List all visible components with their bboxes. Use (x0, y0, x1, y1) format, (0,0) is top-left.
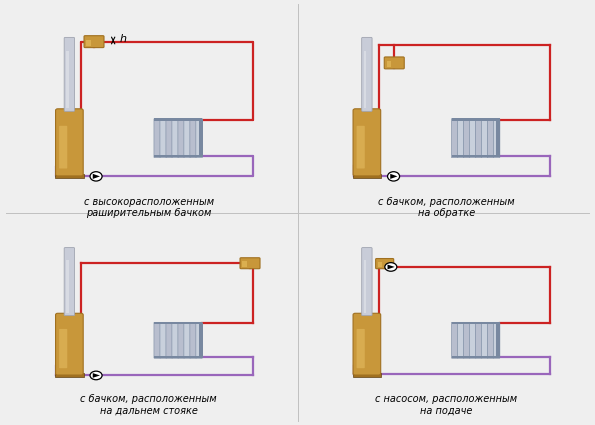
FancyBboxPatch shape (487, 119, 494, 158)
FancyBboxPatch shape (458, 322, 464, 358)
FancyBboxPatch shape (384, 57, 404, 69)
FancyBboxPatch shape (375, 258, 394, 269)
Bar (55, 174, 84, 178)
Bar (352, 174, 381, 178)
FancyBboxPatch shape (493, 322, 500, 358)
Bar (452, 118, 500, 121)
FancyBboxPatch shape (166, 322, 173, 358)
Bar (154, 356, 202, 358)
FancyBboxPatch shape (469, 322, 476, 358)
Circle shape (90, 371, 102, 380)
FancyBboxPatch shape (481, 119, 488, 158)
Bar (199, 119, 203, 157)
FancyBboxPatch shape (475, 119, 482, 158)
FancyBboxPatch shape (464, 119, 470, 158)
FancyBboxPatch shape (55, 109, 83, 176)
FancyBboxPatch shape (154, 322, 161, 358)
Text: с высокорасположенным
раширительным бачком: с высокорасположенным раширительным бачк… (84, 196, 214, 218)
FancyBboxPatch shape (196, 119, 202, 158)
Bar (243, 261, 247, 267)
Text: h: h (120, 34, 127, 44)
Bar (496, 119, 500, 157)
FancyBboxPatch shape (475, 322, 482, 358)
FancyBboxPatch shape (178, 119, 184, 158)
FancyBboxPatch shape (356, 126, 365, 169)
Circle shape (387, 172, 400, 181)
Circle shape (90, 172, 102, 181)
FancyBboxPatch shape (452, 119, 458, 158)
FancyBboxPatch shape (190, 322, 196, 358)
FancyBboxPatch shape (64, 248, 74, 316)
FancyBboxPatch shape (172, 119, 178, 158)
FancyBboxPatch shape (356, 329, 365, 368)
Circle shape (385, 263, 397, 271)
Bar (67, 51, 69, 108)
Bar (452, 356, 500, 358)
Bar (154, 322, 202, 324)
Polygon shape (390, 174, 397, 179)
Bar (364, 51, 367, 108)
FancyBboxPatch shape (160, 322, 167, 358)
FancyBboxPatch shape (178, 322, 184, 358)
Text: с бачком, расположенным
на дальнем стояке: с бачком, расположенным на дальнем стояк… (80, 394, 217, 416)
FancyBboxPatch shape (196, 322, 202, 358)
Bar (378, 262, 382, 267)
Bar (199, 323, 203, 358)
FancyBboxPatch shape (166, 119, 173, 158)
Text: с насосом, расположенным
на подаче: с насосом, расположенным на подаче (375, 394, 517, 416)
FancyBboxPatch shape (184, 322, 190, 358)
Bar (154, 155, 202, 157)
Bar (154, 118, 202, 121)
FancyBboxPatch shape (452, 322, 458, 358)
FancyBboxPatch shape (493, 119, 500, 158)
Bar (55, 373, 84, 377)
Bar (352, 373, 381, 377)
FancyBboxPatch shape (353, 109, 381, 176)
Bar (67, 260, 69, 313)
FancyBboxPatch shape (481, 322, 488, 358)
FancyBboxPatch shape (64, 37, 74, 111)
Polygon shape (387, 265, 394, 269)
Bar (452, 322, 500, 324)
Bar (364, 260, 367, 313)
FancyBboxPatch shape (469, 119, 476, 158)
FancyBboxPatch shape (458, 119, 464, 158)
FancyBboxPatch shape (353, 313, 381, 375)
FancyBboxPatch shape (55, 313, 83, 375)
FancyBboxPatch shape (464, 322, 470, 358)
Polygon shape (93, 373, 100, 378)
FancyBboxPatch shape (487, 322, 494, 358)
FancyBboxPatch shape (362, 37, 372, 111)
Bar (387, 61, 391, 67)
FancyBboxPatch shape (172, 322, 178, 358)
FancyBboxPatch shape (160, 119, 167, 158)
Bar (496, 323, 500, 358)
Polygon shape (93, 174, 100, 179)
FancyBboxPatch shape (84, 36, 104, 48)
Bar (452, 155, 500, 157)
FancyBboxPatch shape (59, 329, 67, 368)
FancyBboxPatch shape (184, 119, 190, 158)
FancyBboxPatch shape (190, 119, 196, 158)
FancyBboxPatch shape (154, 119, 161, 158)
FancyBboxPatch shape (240, 258, 260, 269)
Bar (86, 40, 91, 46)
FancyBboxPatch shape (362, 248, 372, 316)
Text: с бачком, расположенным
на обратке: с бачком, расположенным на обратке (378, 196, 515, 218)
FancyBboxPatch shape (59, 126, 67, 169)
